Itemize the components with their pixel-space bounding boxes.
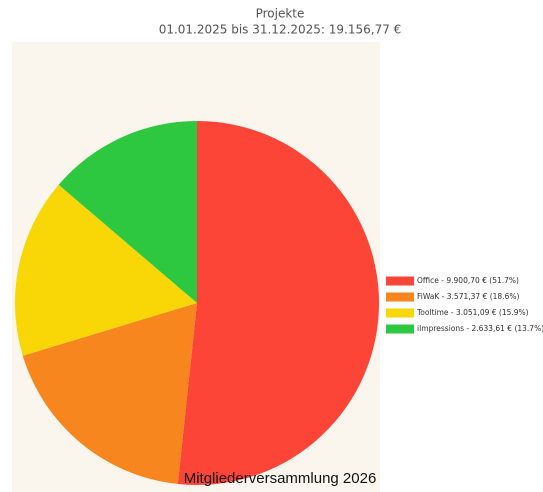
legend-label: FiWaK - 3.571,37 € (18.6%) [417, 292, 519, 301]
legend-swatch [386, 292, 414, 302]
pie-slice [22, 303, 197, 484]
legend-label: iImpressions - 2.633,61 € (13.7%) [417, 324, 543, 333]
legend-swatch [386, 308, 414, 318]
pie-slice [15, 184, 197, 356]
chart-title: Projekte [256, 7, 305, 21]
legend-label: Office - 9.900,70 € (51.7%) [417, 276, 519, 285]
pie-slice [58, 121, 198, 303]
legend-swatch [386, 324, 414, 334]
legend-label: Tooltime - 3.051,09 € (15.9%) [416, 308, 529, 317]
pie-slice [177, 121, 379, 485]
legend-swatch [386, 276, 414, 286]
footer: Mitgliederversammlung 2026 [184, 470, 377, 487]
chart-subtitle: 01.01.2025 bis 31.12.2025: 19.156,77 € [159, 23, 402, 37]
pie [15, 121, 379, 485]
legend: Office - 9.900,70 € (51.7%) FiWaK - 3.571… [386, 276, 543, 334]
